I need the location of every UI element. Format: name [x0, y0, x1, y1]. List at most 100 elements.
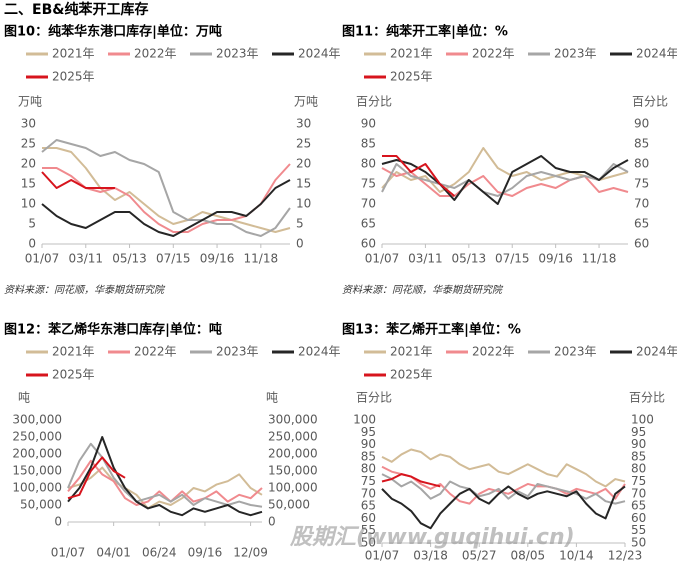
- legend-label: 2023年: [554, 47, 597, 61]
- y-tick-label: 250,000: [12, 430, 62, 444]
- x-tick-label: 01/07: [25, 252, 60, 266]
- x-tick-label: 05/27: [462, 549, 497, 563]
- legend-label: 2025年: [52, 70, 95, 84]
- legend-label: 2022年: [134, 345, 177, 359]
- x-tick-label: 12/09: [233, 546, 268, 560]
- y2-tick-label: 75: [631, 474, 646, 488]
- source-note: 资料来源：同花顺，华泰期货研究院: [4, 284, 166, 296]
- y-tick-label: 0: [54, 515, 62, 529]
- y2-tick-label: 100,000: [268, 481, 318, 495]
- y2-tick-label: 50: [631, 536, 646, 550]
- y-axis-label: 百分比: [356, 391, 392, 405]
- y-tick-label: 85: [361, 449, 376, 463]
- x-tick-label: 11/18: [582, 252, 617, 266]
- legend-label: 2021年: [390, 345, 433, 359]
- x-tick-label: 01/07: [365, 252, 400, 266]
- x-tick-label: 10/14: [559, 549, 594, 563]
- legend-label: 2024年: [298, 345, 341, 359]
- series-line: [381, 473, 441, 488]
- legend-label: 2025年: [390, 70, 433, 84]
- series-line: [41, 171, 115, 189]
- y-tick-label: 50,000: [20, 498, 62, 512]
- legend-label: 2024年: [298, 47, 341, 61]
- series-line: [67, 459, 263, 506]
- y2-tick-label: 30: [296, 117, 311, 131]
- y2-tick-label: 15: [296, 177, 311, 191]
- legend-label: 2022年: [472, 47, 515, 61]
- series-line: [381, 147, 629, 193]
- y-tick-label: 60: [361, 237, 376, 251]
- y-tick-label: 90: [361, 437, 376, 451]
- y2-tick-label: 60: [634, 237, 649, 251]
- series-line: [67, 456, 126, 500]
- legend-label: 2023年: [216, 47, 259, 61]
- legend-label: 2021年: [52, 345, 95, 359]
- legend-label: 2022年: [134, 47, 177, 61]
- y2-tick-label: 250,000: [268, 430, 318, 444]
- y2-tick-label: 85: [631, 449, 646, 463]
- y2-tick-label: 150,000: [268, 464, 318, 478]
- y2-tick-label: 65: [631, 499, 646, 513]
- legend-label: 2022年: [472, 345, 515, 359]
- series-line: [67, 466, 263, 510]
- y2-tick-label: 75: [634, 177, 649, 191]
- legend-label: 2024年: [636, 47, 677, 61]
- legend-label: 2023年: [554, 345, 597, 359]
- x-tick-label: 03/11: [408, 252, 443, 266]
- series-line: [381, 485, 626, 530]
- y-tick-label: 90: [361, 117, 376, 131]
- y-axis-label: 吨: [18, 391, 30, 405]
- x-tick-label: 09/16: [200, 252, 235, 266]
- y-tick-label: 80: [361, 157, 376, 171]
- series-line: [381, 448, 626, 488]
- x-tick-label: 09/16: [538, 252, 573, 266]
- y-tick-label: 0: [28, 237, 36, 251]
- y2-axis-label: 百分比: [632, 95, 668, 109]
- y2-tick-label: 95: [631, 425, 646, 439]
- x-tick-label: 04/01: [96, 546, 131, 560]
- y2-tick-label: 80: [634, 157, 649, 171]
- x-tick-label: 09/16: [188, 546, 223, 560]
- y2-tick-label: 70: [631, 486, 646, 500]
- y2-tick-label: 50,000: [268, 498, 310, 512]
- y-tick-label: 50: [361, 536, 376, 550]
- series-line: [42, 163, 291, 233]
- series-line: [381, 155, 629, 205]
- series-line: [382, 155, 455, 197]
- y2-tick-label: 10: [296, 197, 311, 211]
- x-tick-label: 07/15: [156, 252, 191, 266]
- y2-tick-label: 90: [631, 437, 646, 451]
- y-tick-label: 300,000: [12, 413, 62, 427]
- y-tick-label: 150,000: [12, 464, 62, 478]
- source-note: 资料来源：同花顺，华泰期货研究院: [342, 284, 504, 296]
- y-axis-label: 百分比: [356, 95, 392, 109]
- legend-label: 2024年: [636, 345, 677, 359]
- x-tick-label: 05/13: [452, 252, 487, 266]
- y2-tick-label: 20: [296, 157, 311, 171]
- legend-label: 2025年: [390, 368, 433, 382]
- y-tick-label: 100: [353, 413, 376, 427]
- y-tick-label: 75: [361, 177, 376, 191]
- y-tick-label: 65: [361, 217, 376, 231]
- series-line: [41, 179, 291, 237]
- series-line: [67, 436, 263, 517]
- y-tick-label: 30: [21, 117, 36, 131]
- y-tick-label: 60: [361, 511, 376, 525]
- chart-title: 图11：纯苯开工率|单位：%: [342, 24, 508, 40]
- y-tick-label: 15: [21, 177, 36, 191]
- y2-tick-label: 85: [634, 137, 649, 151]
- y2-tick-label: 0: [268, 515, 276, 529]
- y2-tick-label: 80: [631, 462, 646, 476]
- legend-label: 2025年: [52, 368, 95, 382]
- y-tick-label: 75: [361, 474, 376, 488]
- y2-tick-label: 60: [631, 511, 646, 525]
- y-tick-label: 100,000: [12, 481, 62, 495]
- y2-tick-label: 0: [296, 237, 304, 251]
- legend-label: 2023年: [216, 345, 259, 359]
- x-tick-label: 07/15: [495, 252, 530, 266]
- y2-tick-label: 25: [296, 137, 311, 151]
- legend-label: 2021年: [390, 47, 433, 61]
- section-title: 二、EB&纯苯开工库存: [4, 1, 148, 18]
- y2-tick-label: 300,000: [268, 413, 318, 427]
- x-tick-label: 01/07: [51, 546, 86, 560]
